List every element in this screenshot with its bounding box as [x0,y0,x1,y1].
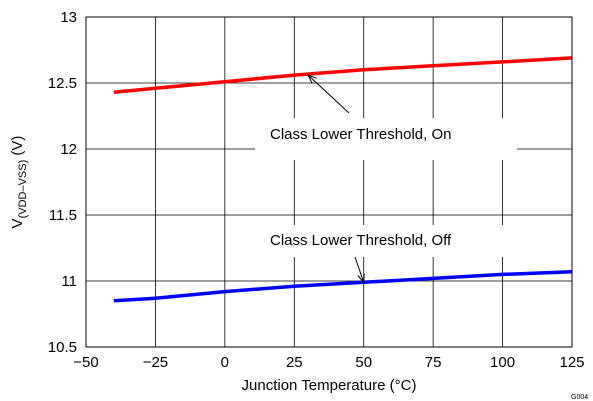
y-tick-label: 12.5 [48,75,77,92]
y-axis-label-main: V [9,218,26,228]
y-axis-label-unit: (V) [9,136,26,156]
annotation-arrow-shaft [354,256,365,283]
annotation-arrow-head [357,273,365,284]
series-line-red [113,56,573,94]
x-tick-label: 75 [425,354,442,371]
annotation-off-background [255,225,517,257]
y-axis-label: V(VDD–VSS) (V) [9,136,29,229]
x-tick-label: 50 [355,354,372,371]
y-axis-label-subscript: (VDD–VSS) [17,160,29,219]
y-axis-ticks: 10.5 11 11.5 12 12.5 13 [48,9,77,356]
x-tick-label: 125 [559,354,584,371]
figure-id: G004 [571,394,588,401]
annotation-arrow-shaft [307,74,350,114]
y-tick-label: 12 [60,141,77,158]
x-tick-label: 0 [221,354,229,371]
annotation-on-background [255,118,517,160]
annotation-on-label: Class Lower Threshold, On [270,126,451,143]
y-tick-label: 11 [61,273,77,290]
x-axis-label: Junction Temperature (°C) [242,377,417,394]
x-tick-label: 100 [490,354,515,371]
y-tick-label: 10.5 [48,339,77,356]
annotation-arrow-head [307,74,317,84]
y-tick-label: 13 [60,9,77,26]
x-axis-ticks: −50 −25 0 25 50 75 100 125 [73,354,584,371]
annotation-off-label: Class Lower Threshold, Off [270,232,452,249]
y-tick-label: 11.5 [49,207,77,224]
x-tick-label: −50 [73,354,98,371]
x-tick-label: −25 [143,354,168,371]
series-lines [113,56,573,303]
series-line-blue [113,270,573,303]
annotation-arrows [307,74,365,284]
plot-area-frame [85,16,573,348]
x-tick-label: 25 [286,354,303,371]
